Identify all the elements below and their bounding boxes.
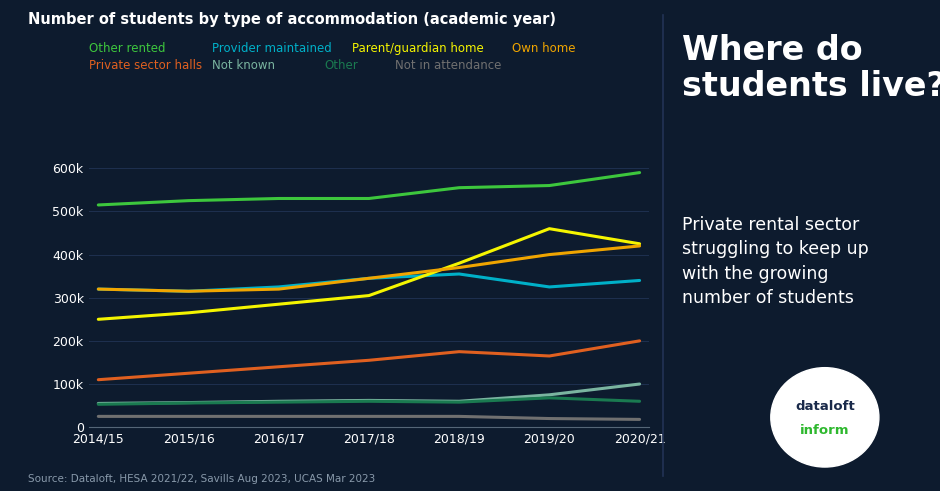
Text: Private rental sector
struggling to keep up
with the growing
number of students: Private rental sector struggling to keep… bbox=[682, 216, 869, 307]
Text: Source: Dataloft, HESA 2021/22, Savills Aug 2023, UCAS Mar 2023: Source: Dataloft, HESA 2021/22, Savills … bbox=[28, 474, 375, 484]
Text: Number of students by type of accommodation (academic year): Number of students by type of accommodat… bbox=[28, 12, 556, 27]
Text: Not known: Not known bbox=[212, 59, 274, 72]
Text: dataloft: dataloft bbox=[795, 400, 854, 413]
Text: inform: inform bbox=[800, 424, 850, 437]
Text: Not in attendance: Not in attendance bbox=[395, 59, 501, 72]
Text: Parent/guardian home: Parent/guardian home bbox=[352, 42, 484, 55]
Text: Own home: Own home bbox=[512, 42, 576, 55]
Text: Where do
students live?: Where do students live? bbox=[682, 34, 940, 103]
Text: Other: Other bbox=[324, 59, 358, 72]
Text: Other rented: Other rented bbox=[89, 42, 165, 55]
Text: Provider maintained: Provider maintained bbox=[212, 42, 331, 55]
Circle shape bbox=[771, 368, 879, 467]
Text: Private sector halls: Private sector halls bbox=[89, 59, 202, 72]
